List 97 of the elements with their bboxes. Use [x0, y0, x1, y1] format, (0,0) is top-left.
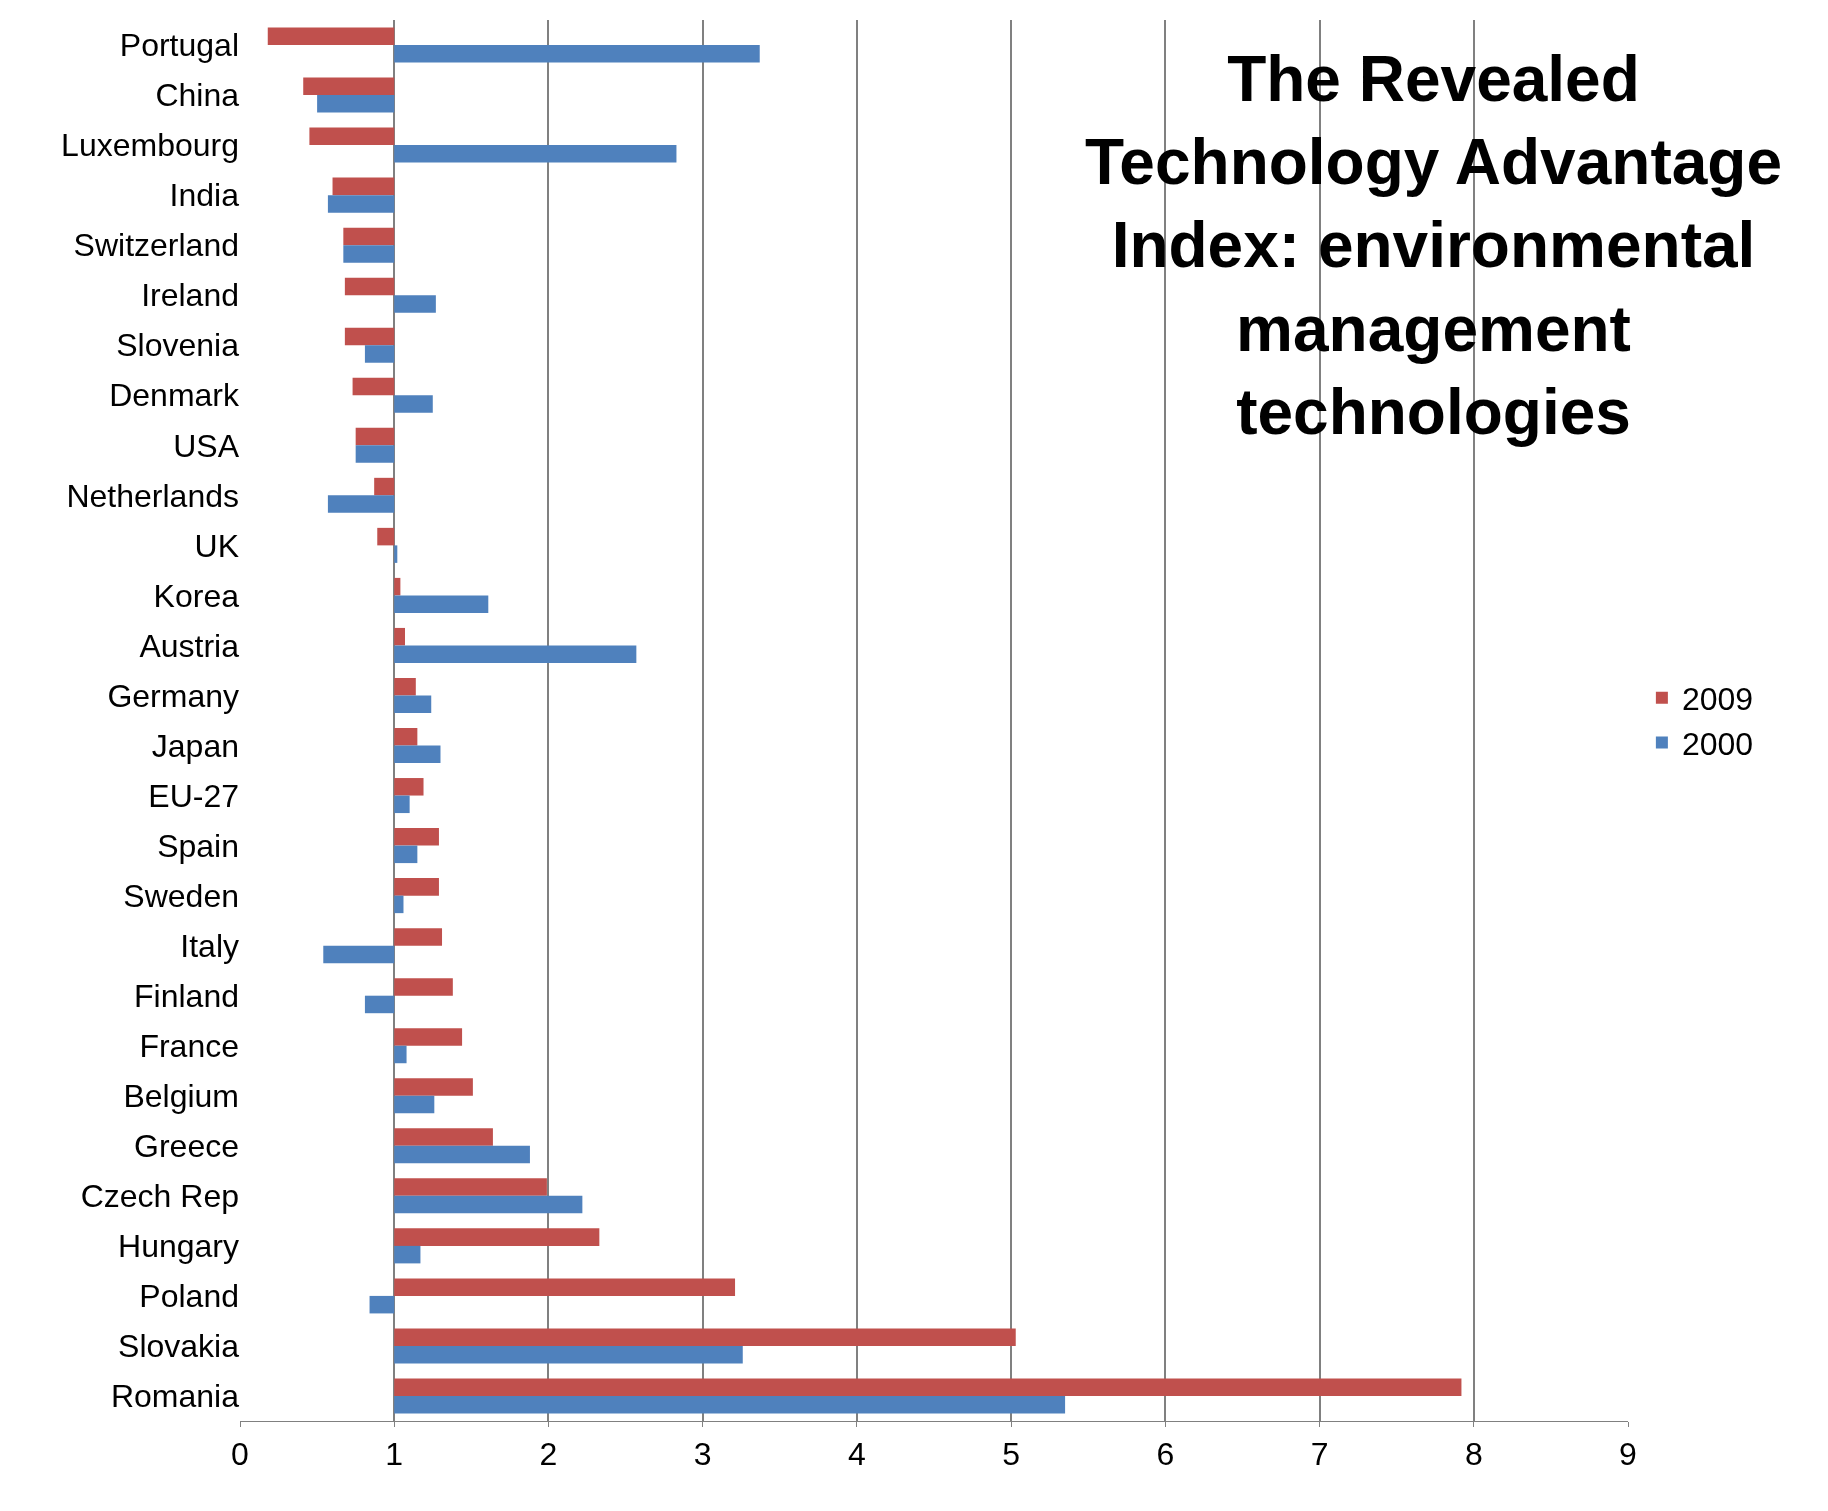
bar — [352, 377, 395, 396]
bar — [394, 1378, 1462, 1396]
x-tick-label: 7 — [1310, 1436, 1329, 1473]
bar — [394, 145, 677, 163]
bar — [323, 945, 395, 964]
y-tick-label: Slovenia — [116, 327, 240, 364]
y-tick-label: Luxembourg — [61, 127, 239, 164]
bar — [267, 27, 395, 46]
y-tick-label: Hungary — [118, 1228, 239, 1265]
bar — [303, 77, 395, 96]
bar — [394, 895, 404, 914]
y-tick-label: Korea — [153, 577, 240, 614]
bar — [394, 1328, 1016, 1346]
bar — [394, 1178, 547, 1196]
bar — [394, 645, 637, 663]
bar — [309, 127, 395, 146]
bar — [394, 778, 424, 796]
bar — [374, 477, 395, 496]
y-tick-label: Switzerland — [73, 227, 239, 264]
bar — [394, 677, 416, 696]
bar — [394, 1228, 600, 1246]
bar — [394, 577, 401, 596]
y-tick-label: Japan — [151, 727, 239, 764]
bar — [343, 227, 395, 246]
x-tick-label: 2 — [539, 1436, 558, 1473]
y-tick-label: Poland — [139, 1278, 239, 1315]
bar — [394, 627, 406, 646]
bar — [332, 177, 395, 196]
x-tick-label: 5 — [1002, 1436, 1021, 1473]
y-tick-label: China — [155, 77, 240, 114]
y-tick-label: Spain — [157, 827, 239, 864]
y-tick-label: Netherlands — [66, 477, 239, 514]
x-tick-label: 3 — [693, 1436, 712, 1473]
bar — [394, 1045, 407, 1064]
bar — [394, 828, 439, 846]
bar — [394, 545, 398, 563]
x-tick-label: 8 — [1464, 1436, 1483, 1473]
bar — [364, 345, 395, 363]
bar — [327, 495, 395, 513]
bar — [394, 1278, 736, 1296]
bar — [394, 1395, 1066, 1414]
legend-label: 2000 — [1681, 725, 1754, 762]
bar — [394, 395, 433, 413]
bar — [377, 527, 395, 546]
bar — [394, 695, 432, 713]
x-tick-label: 0 — [231, 1436, 249, 1473]
bar — [394, 728, 418, 746]
bar — [394, 845, 418, 864]
bar — [394, 1028, 463, 1046]
y-tick-label: Portugal — [119, 27, 239, 64]
bar — [344, 327, 395, 346]
y-tick-label: Italy — [180, 927, 239, 964]
bar — [394, 1078, 473, 1096]
y-tick-label: Greece — [134, 1128, 239, 1164]
y-tick-label: Sweden — [123, 877, 239, 914]
bar — [394, 1345, 743, 1364]
y-tick-label: Czech Rep — [80, 1178, 239, 1215]
legend-label: 2009 — [1681, 681, 1754, 718]
bar — [355, 445, 395, 463]
bar — [394, 1245, 421, 1264]
bar — [394, 878, 439, 896]
bar — [394, 745, 441, 764]
x-tick-label: 9 — [1619, 1436, 1637, 1473]
bar — [344, 277, 395, 296]
y-tick-label: Austria — [139, 627, 240, 664]
bar — [394, 795, 410, 814]
x-tick-label: 6 — [1156, 1436, 1175, 1473]
y-tick-label: Germany — [107, 677, 239, 714]
bar — [317, 95, 395, 113]
bar — [394, 1128, 493, 1146]
y-tick-label: EU-27 — [148, 777, 239, 814]
y-tick-label: India — [169, 177, 240, 214]
bar — [343, 245, 395, 263]
bar — [394, 1195, 583, 1214]
bar — [394, 45, 760, 63]
bar — [394, 1095, 435, 1114]
bar — [355, 427, 395, 446]
bar — [394, 295, 436, 313]
y-tick-label: France — [139, 1027, 239, 1064]
y-tick-label: Denmark — [109, 377, 240, 414]
bar — [394, 595, 489, 613]
y-tick-label: USA — [173, 427, 240, 464]
text: The Revealed Technology Advantage Index: environmental management technologies — [1085, 43, 1782, 448]
y-tick-label: Finland — [134, 977, 239, 1014]
bar — [369, 1295, 395, 1314]
y-tick-label: Romania — [110, 1378, 240, 1415]
bar — [327, 195, 395, 213]
x-tick-label: 4 — [847, 1436, 866, 1473]
y-tick-label: Belgium — [123, 1077, 239, 1114]
bar — [394, 978, 453, 996]
bar — [364, 995, 395, 1014]
bar — [394, 928, 443, 946]
y-tick-label: Ireland — [141, 277, 239, 314]
bar — [394, 1145, 530, 1164]
y-tick-label: Slovakia — [118, 1328, 240, 1365]
x-tick-label: 1 — [385, 1436, 404, 1473]
y-tick-label: UK — [194, 527, 239, 564]
